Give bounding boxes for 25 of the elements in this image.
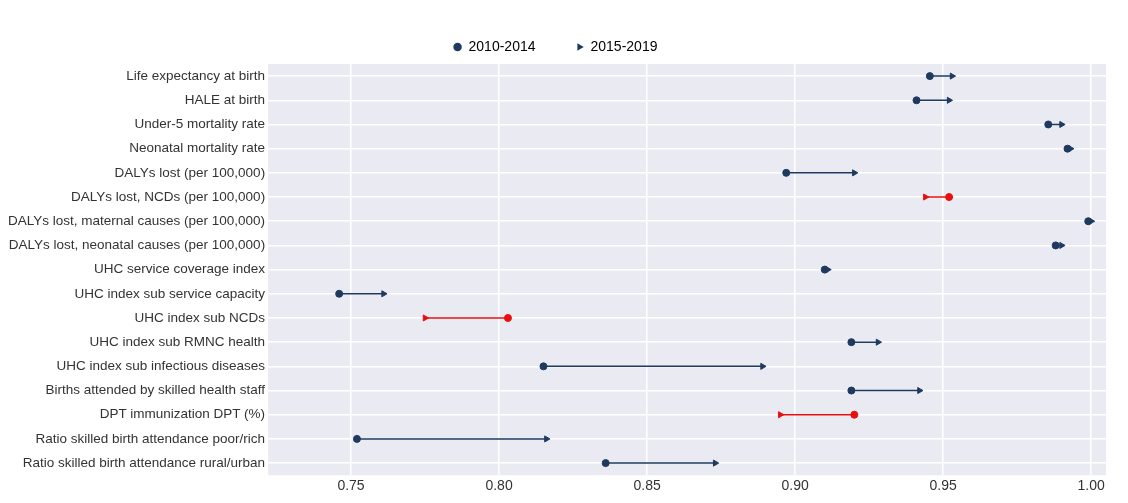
x-tick-label: 0.75 bbox=[337, 477, 365, 494]
x-tick-label: 0.95 bbox=[929, 477, 957, 494]
y-tick-label: DALYs lost, NCDs (per 100,000) bbox=[71, 188, 266, 204]
y-tick-label: UHC index sub RMNC health bbox=[89, 333, 266, 349]
x-tick-label: 0.90 bbox=[781, 477, 809, 494]
x-tick-label: 0.80 bbox=[485, 477, 513, 494]
y-tick-label: UHC index sub infectious diseases bbox=[56, 358, 266, 374]
y-tick-label: DALYs lost, neonatal causes (per 100,000) bbox=[8, 237, 266, 253]
legend-label: 2015-2019 bbox=[590, 37, 658, 54]
y-tick-label: HALE at birth bbox=[184, 92, 266, 107]
y-tick-label: Ratio skilled birth attendance poor/rich bbox=[35, 430, 266, 446]
x-tick-label: 1.00 bbox=[1077, 477, 1106, 494]
y-tick-label: UHC index sub NCDs bbox=[134, 309, 266, 325]
y-tick-label: Neonatal mortality rate bbox=[129, 140, 266, 156]
y-tick-label: DALYs lost, maternal causes (per 100,000) bbox=[7, 212, 266, 228]
y-tick-label: Life expectancy at birth bbox=[126, 67, 266, 83]
y-tick-label: UHC service coverage index bbox=[94, 261, 266, 277]
x-tick-label: 0.85 bbox=[633, 477, 661, 494]
y-tick-label: Under-5 mortality rate bbox=[134, 116, 266, 132]
y-tick-label: Ratio skilled birth attendance rural/urban bbox=[22, 454, 266, 470]
y-tick-label: DPT immunization DPT (%) bbox=[99, 406, 266, 422]
legend-label: 2010-2014 bbox=[468, 37, 536, 54]
y-tick-label: UHC index sub service capacity bbox=[74, 285, 266, 301]
y-tick-label: Births attended by skilled health staff bbox=[45, 382, 266, 398]
y-tick-label: DALYs lost (per 100,000) bbox=[114, 164, 266, 180]
